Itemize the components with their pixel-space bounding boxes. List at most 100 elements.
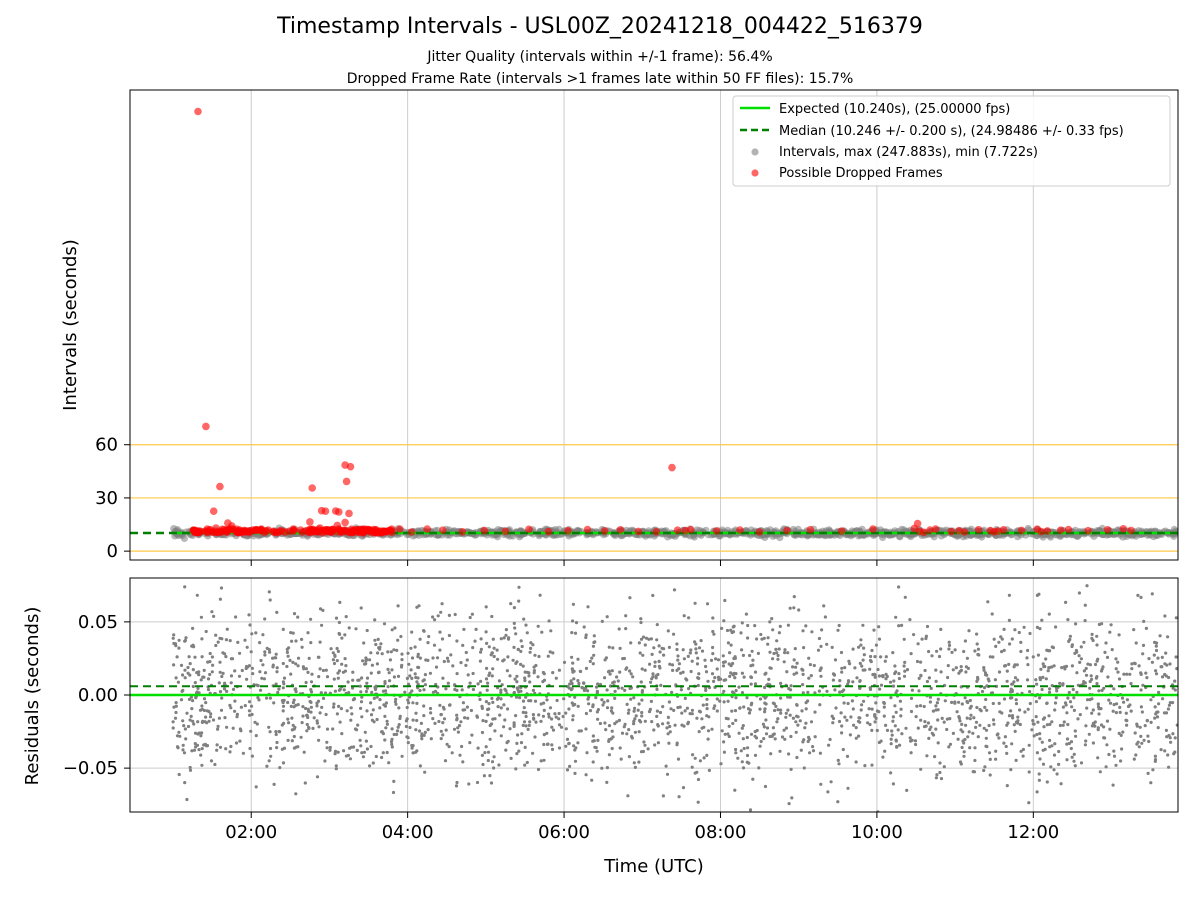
residual-point (245, 645, 249, 649)
interval-point (1170, 525, 1178, 534)
residual-point (647, 637, 651, 641)
dropped-frame-point (281, 528, 289, 536)
dropped-frame-point (869, 525, 877, 533)
residual-point (364, 656, 368, 660)
residual-point (643, 668, 647, 672)
residual-point (428, 671, 432, 675)
residual-point (1093, 662, 1098, 667)
residual-point (584, 633, 588, 637)
residual-point (697, 646, 702, 650)
residual-point (617, 627, 621, 631)
residual-point (466, 673, 470, 677)
residual-point (400, 754, 404, 758)
residual-point (1157, 702, 1161, 706)
residual-point (1105, 719, 1110, 723)
residual-point (947, 647, 951, 651)
residual-point (186, 724, 191, 729)
dropped-frame-point (544, 527, 553, 536)
residual-point (274, 682, 278, 686)
residual-point (399, 730, 403, 734)
residual-point (897, 672, 901, 676)
residual-point (578, 669, 582, 673)
residual-point (1099, 707, 1103, 711)
residual-point (1136, 740, 1140, 744)
residual-point (202, 697, 207, 701)
residual-point (777, 647, 781, 651)
residual-point (722, 740, 726, 744)
residual-point (444, 687, 448, 691)
residual-point (405, 705, 409, 710)
residual-point (939, 627, 943, 632)
residual-point (726, 732, 730, 736)
residual-point (957, 671, 961, 675)
residual-point (233, 669, 237, 673)
residual-point (518, 696, 522, 700)
residual-point (281, 627, 285, 632)
residual-point (435, 656, 440, 660)
residual-point (390, 628, 394, 632)
residual-point (869, 654, 873, 659)
residual-point (577, 681, 581, 686)
residual-point (694, 647, 698, 651)
residual-point (1164, 728, 1168, 733)
residual-point (1019, 649, 1023, 654)
residual-point (974, 725, 978, 730)
residual-point (1038, 627, 1042, 631)
residual-point (586, 689, 590, 693)
residual-point (837, 762, 841, 766)
residual-point (345, 709, 349, 713)
residual-point (400, 652, 404, 656)
x-tick-label: 12:00 (1007, 822, 1059, 843)
residual-point (925, 624, 930, 629)
residual-point (1100, 688, 1104, 693)
residual-point (325, 740, 329, 744)
residual-point (383, 714, 387, 719)
residual-point (960, 722, 964, 727)
residual-point (733, 709, 738, 713)
residual-point (607, 669, 611, 673)
residual-point (707, 768, 712, 773)
residual-point (891, 782, 896, 786)
residual-point (794, 720, 798, 724)
residual-point (937, 654, 942, 659)
residual-point (491, 700, 495, 705)
residual-point (483, 751, 487, 755)
residual-point (729, 628, 733, 632)
residual-point (265, 696, 269, 700)
residual-point (181, 673, 185, 677)
residual-point (731, 625, 735, 629)
residual-point (321, 696, 326, 701)
residual-point (193, 681, 197, 685)
residual-point (268, 598, 272, 602)
residual-point (721, 664, 726, 668)
residual-point (789, 684, 793, 688)
residual-point (600, 766, 604, 770)
residual-point (962, 750, 966, 754)
residual-point (590, 778, 594, 782)
residual-point (551, 651, 555, 655)
residual-point (1163, 662, 1167, 666)
residual-point (188, 673, 192, 677)
residual-point (779, 696, 783, 700)
residual-point (362, 641, 366, 645)
residual-point (296, 615, 300, 619)
residual-point (1107, 752, 1111, 757)
residual-point (229, 744, 233, 749)
residual-point (727, 734, 731, 739)
residual-point (1012, 723, 1016, 727)
residual-point (519, 639, 523, 643)
residual-point (337, 688, 341, 692)
residual-point (930, 654, 934, 658)
residual-point (539, 719, 543, 724)
residual-point (896, 728, 900, 732)
residual-point (1088, 686, 1092, 690)
residual-point (315, 704, 319, 708)
residual-point (846, 701, 850, 706)
residual-point (359, 706, 363, 711)
residual-point (775, 651, 779, 655)
residual-point (439, 610, 443, 614)
residual-point (418, 637, 422, 641)
residual-point (360, 715, 364, 719)
residual-point (1082, 640, 1086, 644)
residual-point (1075, 671, 1079, 675)
